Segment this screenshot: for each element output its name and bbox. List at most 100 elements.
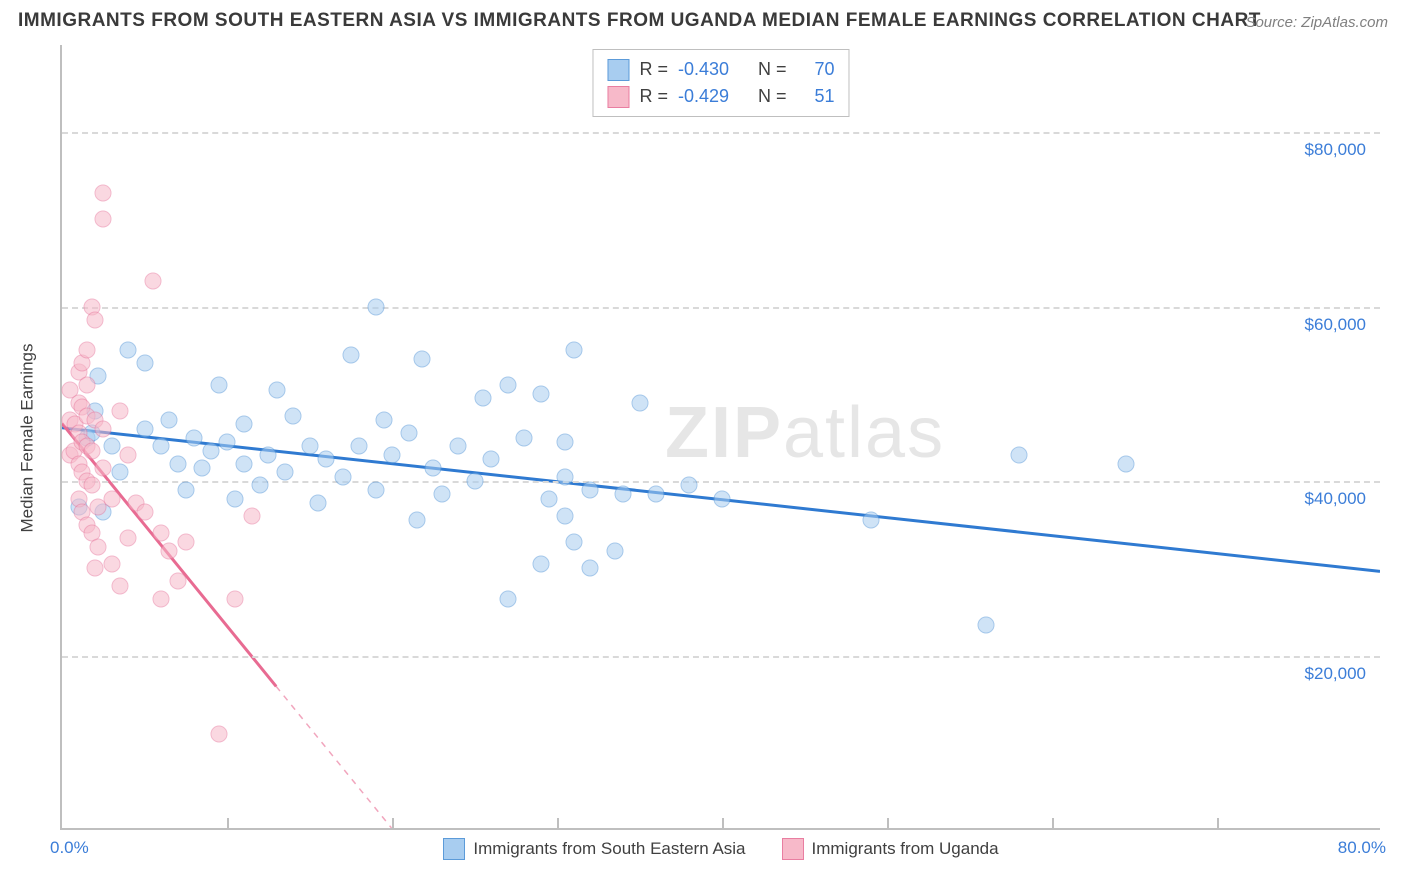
- data-point: [367, 481, 384, 498]
- data-point: [95, 420, 112, 437]
- data-point: [557, 433, 574, 450]
- y-tick-label: $80,000: [1305, 140, 1366, 160]
- data-point: [516, 429, 533, 446]
- data-point: [318, 451, 335, 468]
- data-point: [111, 403, 128, 420]
- data-point: [276, 464, 293, 481]
- data-point: [83, 477, 100, 494]
- data-point: [342, 346, 359, 363]
- data-point: [243, 508, 260, 525]
- data-point: [483, 451, 500, 468]
- series-legend: Immigrants from South Eastern Asia Immig…: [62, 838, 1380, 860]
- data-point: [681, 477, 698, 494]
- data-point: [169, 573, 186, 590]
- data-point: [153, 590, 170, 607]
- legend-label-n: N =: [758, 56, 787, 83]
- legend-item-b: Immigrants from Uganda: [782, 838, 999, 860]
- data-point: [582, 560, 599, 577]
- data-point: [615, 486, 632, 503]
- legend-swatch-b: [607, 86, 629, 108]
- data-point: [78, 342, 95, 359]
- data-point: [309, 494, 326, 511]
- legend-value-r-b: -0.429: [678, 83, 748, 110]
- legend-row-series-b: R = -0.429 N = 51: [607, 83, 834, 110]
- watermark-text-a: ZIP: [665, 392, 783, 472]
- data-point: [103, 490, 120, 507]
- data-point: [103, 438, 120, 455]
- data-point: [153, 525, 170, 542]
- data-point: [499, 590, 516, 607]
- data-point: [1118, 455, 1135, 472]
- data-point: [499, 377, 516, 394]
- data-point: [120, 529, 137, 546]
- data-point: [714, 490, 731, 507]
- data-point: [408, 512, 425, 529]
- x-tick: [392, 818, 394, 830]
- data-point: [111, 464, 128, 481]
- data-point: [136, 420, 153, 437]
- data-point: [90, 538, 107, 555]
- data-point: [120, 446, 137, 463]
- chart-title: IMMIGRANTS FROM SOUTH EASTERN ASIA VS IM…: [18, 10, 1261, 32]
- gridline: [62, 656, 1380, 658]
- data-point: [631, 394, 648, 411]
- data-point: [540, 490, 557, 507]
- watermark: ZIPatlas: [665, 391, 945, 473]
- legend-value-n-a: 70: [797, 56, 835, 83]
- data-point: [565, 534, 582, 551]
- data-point: [111, 577, 128, 594]
- data-point: [95, 460, 112, 477]
- legend-label-a: Immigrants from South Eastern Asia: [473, 839, 745, 859]
- data-point: [161, 412, 178, 429]
- data-point: [144, 272, 161, 289]
- y-tick-label: $20,000: [1305, 664, 1366, 684]
- data-point: [862, 512, 879, 529]
- source-attribution: Source: ZipAtlas.com: [1245, 14, 1388, 31]
- y-axis-label: Median Female Earnings: [17, 343, 37, 532]
- data-point: [235, 455, 252, 472]
- data-point: [532, 555, 549, 572]
- legend-label-b: Immigrants from Uganda: [812, 839, 999, 859]
- data-point: [177, 534, 194, 551]
- data-point: [433, 486, 450, 503]
- x-tick: [722, 818, 724, 830]
- legend-swatch-b: [782, 838, 804, 860]
- data-point: [334, 468, 351, 485]
- y-tick-label: $60,000: [1305, 315, 1366, 335]
- data-point: [161, 542, 178, 559]
- legend-label-r: R =: [639, 56, 668, 83]
- data-point: [413, 351, 430, 368]
- data-point: [450, 438, 467, 455]
- data-point: [384, 446, 401, 463]
- data-point: [268, 381, 285, 398]
- legend-value-r-a: -0.430: [678, 56, 748, 83]
- gridline: [62, 132, 1380, 134]
- data-point: [210, 377, 227, 394]
- data-point: [582, 481, 599, 498]
- data-point: [153, 438, 170, 455]
- data-point: [557, 468, 574, 485]
- y-axis-label-container: Median Female Earnings: [12, 45, 42, 830]
- data-point: [87, 560, 104, 577]
- legend-swatch-a: [607, 59, 629, 81]
- legend-swatch-a: [443, 838, 465, 860]
- data-point: [219, 433, 236, 450]
- data-point: [235, 416, 252, 433]
- data-point: [557, 508, 574, 525]
- data-point: [210, 726, 227, 743]
- data-point: [260, 446, 277, 463]
- data-point: [285, 407, 302, 424]
- regression-lines: [62, 45, 1380, 828]
- data-point: [169, 455, 186, 472]
- data-point: [83, 442, 100, 459]
- data-point: [978, 617, 995, 634]
- data-point: [466, 473, 483, 490]
- data-point: [186, 429, 203, 446]
- data-point: [177, 481, 194, 498]
- data-point: [227, 490, 244, 507]
- data-point: [227, 590, 244, 607]
- x-tick: [557, 818, 559, 830]
- data-point: [194, 460, 211, 477]
- gridline: [62, 307, 1380, 309]
- data-point: [136, 355, 153, 372]
